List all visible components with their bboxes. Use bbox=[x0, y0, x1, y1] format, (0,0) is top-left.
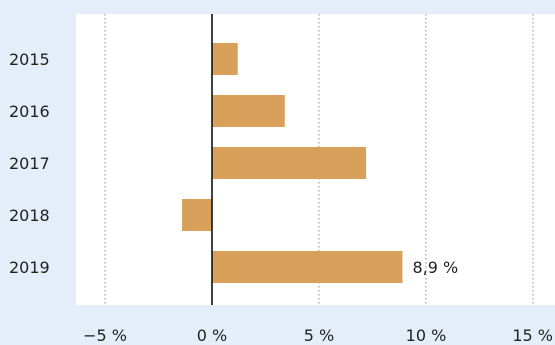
x-tick-labels: −5 % 0 % 5 % 10 % 15 % bbox=[83, 326, 553, 345]
bar-2017 bbox=[212, 147, 367, 179]
data-labels: 8,9 % bbox=[412, 258, 458, 277]
category-label: 2016 bbox=[9, 102, 50, 121]
category-labels: 2015 2016 2017 2018 2019 bbox=[9, 50, 50, 277]
bar-2016 bbox=[212, 95, 285, 127]
x-tick-label: 15 % bbox=[512, 326, 553, 345]
category-label: 2017 bbox=[9, 154, 50, 173]
x-tick-label: 5 % bbox=[304, 326, 334, 345]
bar-2018 bbox=[182, 199, 212, 231]
x-tick-label: 10 % bbox=[406, 326, 447, 345]
x-tick-label: 0 % bbox=[197, 326, 227, 345]
category-label: 2019 bbox=[9, 258, 50, 277]
bar-2019 bbox=[212, 251, 403, 283]
bars bbox=[182, 43, 403, 283]
category-label: 2015 bbox=[9, 50, 50, 69]
bar-2015 bbox=[212, 43, 238, 75]
category-label: 2018 bbox=[9, 206, 50, 225]
data-label: 8,9 % bbox=[412, 258, 458, 277]
x-tick-label: −5 % bbox=[83, 326, 127, 345]
